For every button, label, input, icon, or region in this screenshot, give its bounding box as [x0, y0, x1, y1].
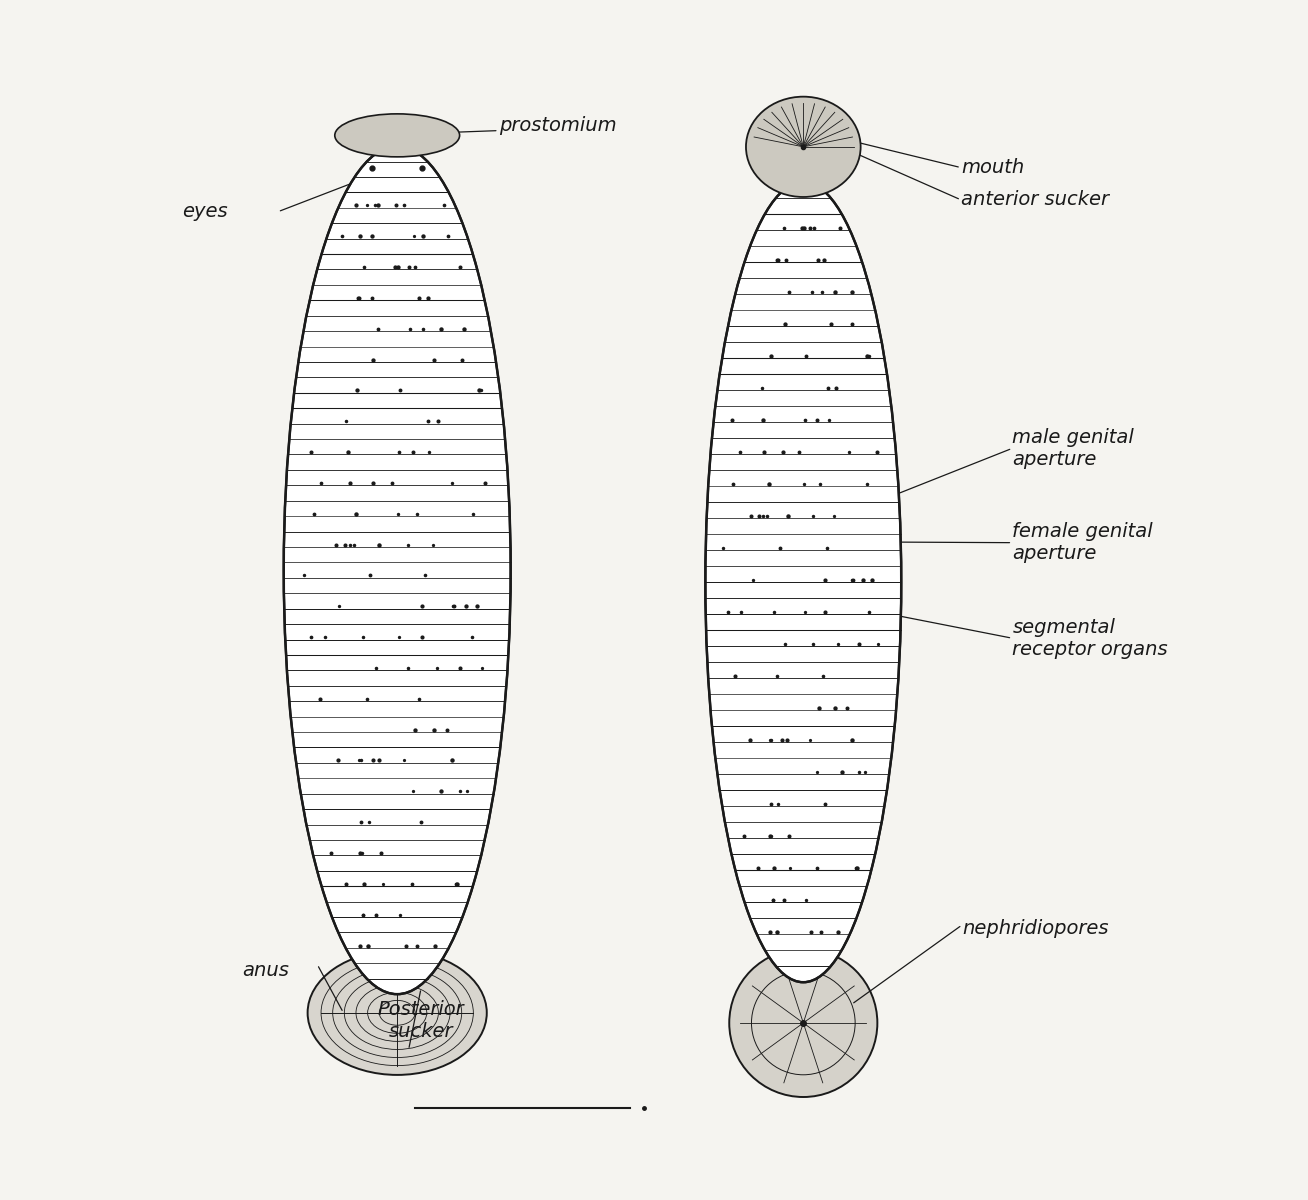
Text: anterior sucker: anterior sucker [961, 191, 1109, 209]
Ellipse shape [746, 97, 861, 197]
Ellipse shape [730, 949, 878, 1097]
Text: male genital
aperture: male genital aperture [1012, 428, 1134, 469]
Ellipse shape [335, 114, 459, 157]
Text: prostomium: prostomium [498, 116, 616, 136]
Ellipse shape [284, 146, 510, 994]
Text: anus: anus [242, 961, 289, 979]
Ellipse shape [307, 950, 487, 1075]
Ellipse shape [705, 182, 901, 983]
Text: eyes: eyes [182, 203, 228, 221]
Text: female genital
aperture: female genital aperture [1012, 522, 1152, 563]
Text: nephridiopores: nephridiopores [963, 919, 1109, 938]
Text: Posterior
sucker: Posterior sucker [378, 1000, 464, 1042]
Text: segmental
receptor organs: segmental receptor organs [1012, 618, 1168, 659]
Text: mouth: mouth [961, 158, 1024, 178]
